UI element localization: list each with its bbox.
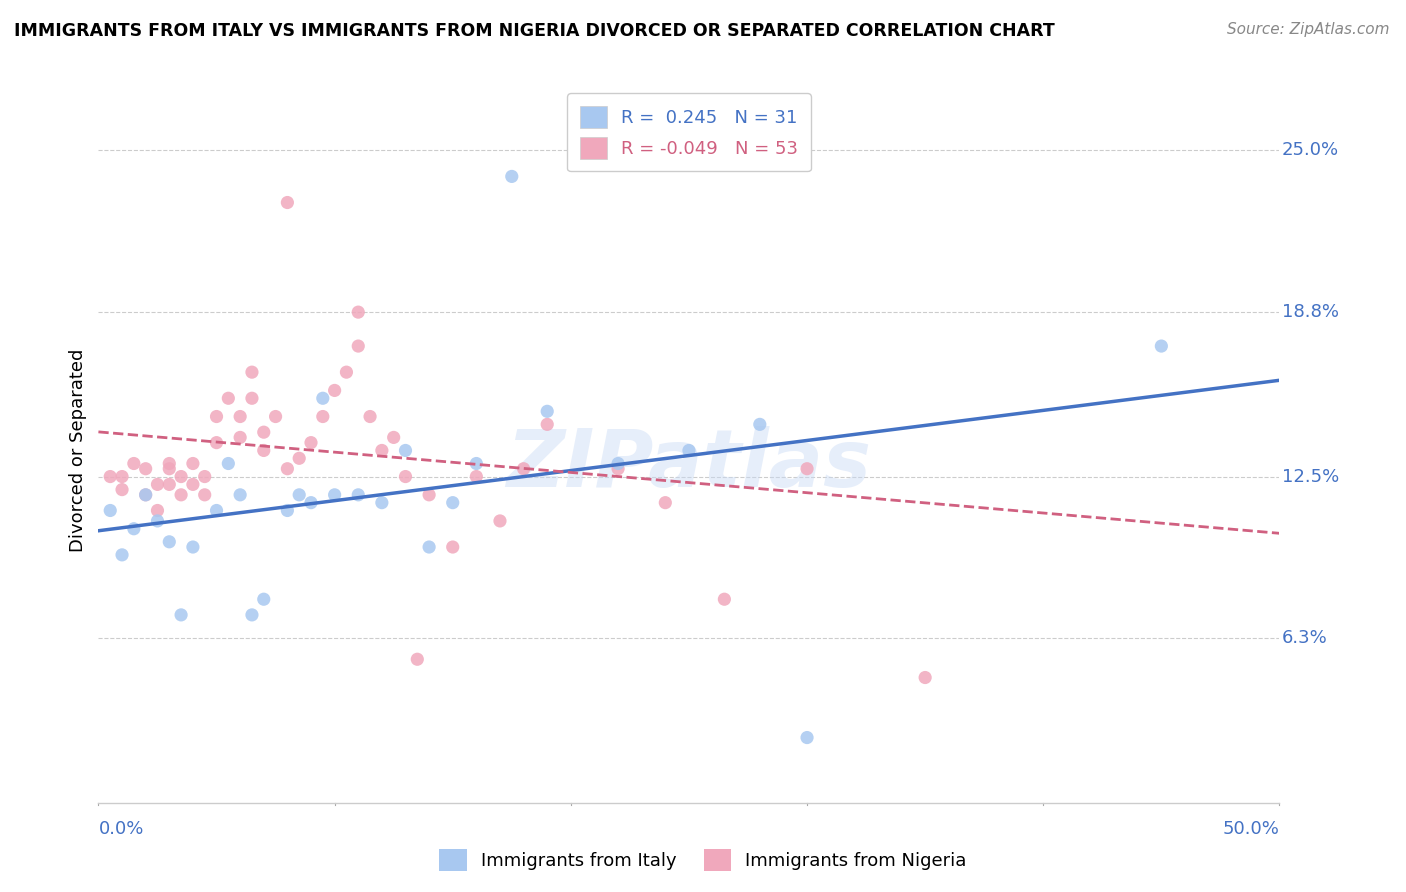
- Point: [205, 409, 228, 424]
- Point: [654, 496, 676, 510]
- Point: [441, 496, 464, 510]
- Text: 12.5%: 12.5%: [1282, 467, 1339, 485]
- Point: [157, 461, 180, 475]
- Point: [146, 514, 169, 528]
- Point: [489, 514, 512, 528]
- Text: 0.0%: 0.0%: [98, 821, 143, 838]
- Point: [181, 540, 204, 554]
- Text: Source: ZipAtlas.com: Source: ZipAtlas.com: [1226, 22, 1389, 37]
- Point: [170, 469, 193, 483]
- Point: [394, 469, 416, 483]
- Text: 18.8%: 18.8%: [1282, 303, 1339, 321]
- Point: [98, 469, 121, 483]
- Point: [122, 522, 145, 536]
- Point: [146, 477, 169, 491]
- Point: [394, 443, 416, 458]
- Point: [312, 391, 335, 405]
- Point: [323, 488, 346, 502]
- Legend: Immigrants from Italy, Immigrants from Nigeria: Immigrants from Italy, Immigrants from N…: [432, 842, 974, 879]
- Point: [312, 409, 335, 424]
- Point: [536, 417, 558, 432]
- Point: [347, 305, 370, 319]
- Point: [347, 339, 370, 353]
- Text: 25.0%: 25.0%: [1282, 141, 1339, 160]
- Point: [170, 488, 193, 502]
- Point: [323, 384, 346, 398]
- Point: [135, 488, 157, 502]
- Point: [335, 365, 357, 379]
- Point: [111, 483, 134, 497]
- Point: [217, 391, 239, 405]
- Point: [229, 430, 252, 444]
- Point: [418, 540, 440, 554]
- Point: [713, 592, 735, 607]
- Point: [240, 365, 263, 379]
- Point: [796, 461, 818, 475]
- Point: [229, 409, 252, 424]
- Point: [607, 461, 630, 475]
- Point: [276, 503, 298, 517]
- Text: 6.3%: 6.3%: [1282, 630, 1327, 648]
- Point: [157, 534, 180, 549]
- Point: [382, 430, 405, 444]
- Point: [253, 592, 276, 607]
- Point: [157, 457, 180, 471]
- Point: [501, 65, 523, 79]
- Point: [512, 461, 534, 475]
- Point: [299, 435, 322, 450]
- Point: [418, 488, 440, 502]
- Point: [264, 409, 287, 424]
- Point: [98, 503, 121, 517]
- Point: [181, 477, 204, 491]
- Point: [146, 503, 169, 517]
- Point: [501, 169, 523, 184]
- Text: ZIPatlas: ZIPatlas: [506, 425, 872, 504]
- Point: [748, 417, 770, 432]
- Point: [347, 488, 370, 502]
- Point: [914, 671, 936, 685]
- Point: [253, 443, 276, 458]
- Point: [205, 435, 228, 450]
- Point: [111, 548, 134, 562]
- Point: [536, 404, 558, 418]
- Point: [111, 469, 134, 483]
- Point: [276, 461, 298, 475]
- Point: [276, 195, 298, 210]
- Point: [217, 457, 239, 471]
- Point: [253, 425, 276, 440]
- Point: [181, 457, 204, 471]
- Point: [205, 503, 228, 517]
- Point: [288, 451, 311, 466]
- Point: [796, 731, 818, 745]
- Point: [122, 457, 145, 471]
- Point: [288, 488, 311, 502]
- Point: [135, 488, 157, 502]
- Point: [240, 607, 263, 622]
- Point: [371, 496, 394, 510]
- Legend: R =  0.245   N = 31, R = -0.049   N = 53: R = 0.245 N = 31, R = -0.049 N = 53: [567, 93, 811, 171]
- Text: IMMIGRANTS FROM ITALY VS IMMIGRANTS FROM NIGERIA DIVORCED OR SEPARATED CORRELATI: IMMIGRANTS FROM ITALY VS IMMIGRANTS FROM…: [14, 22, 1054, 40]
- Point: [299, 496, 322, 510]
- Point: [371, 443, 394, 458]
- Point: [607, 457, 630, 471]
- Point: [229, 488, 252, 502]
- Point: [194, 469, 217, 483]
- Point: [441, 540, 464, 554]
- Point: [359, 409, 381, 424]
- Point: [135, 461, 157, 475]
- Point: [1150, 339, 1173, 353]
- Point: [465, 469, 488, 483]
- Point: [240, 391, 263, 405]
- Y-axis label: Divorced or Separated: Divorced or Separated: [69, 349, 87, 552]
- Point: [678, 443, 700, 458]
- Text: 50.0%: 50.0%: [1223, 821, 1279, 838]
- Point: [170, 607, 193, 622]
- Point: [465, 457, 488, 471]
- Point: [194, 488, 217, 502]
- Point: [406, 652, 429, 666]
- Point: [157, 477, 180, 491]
